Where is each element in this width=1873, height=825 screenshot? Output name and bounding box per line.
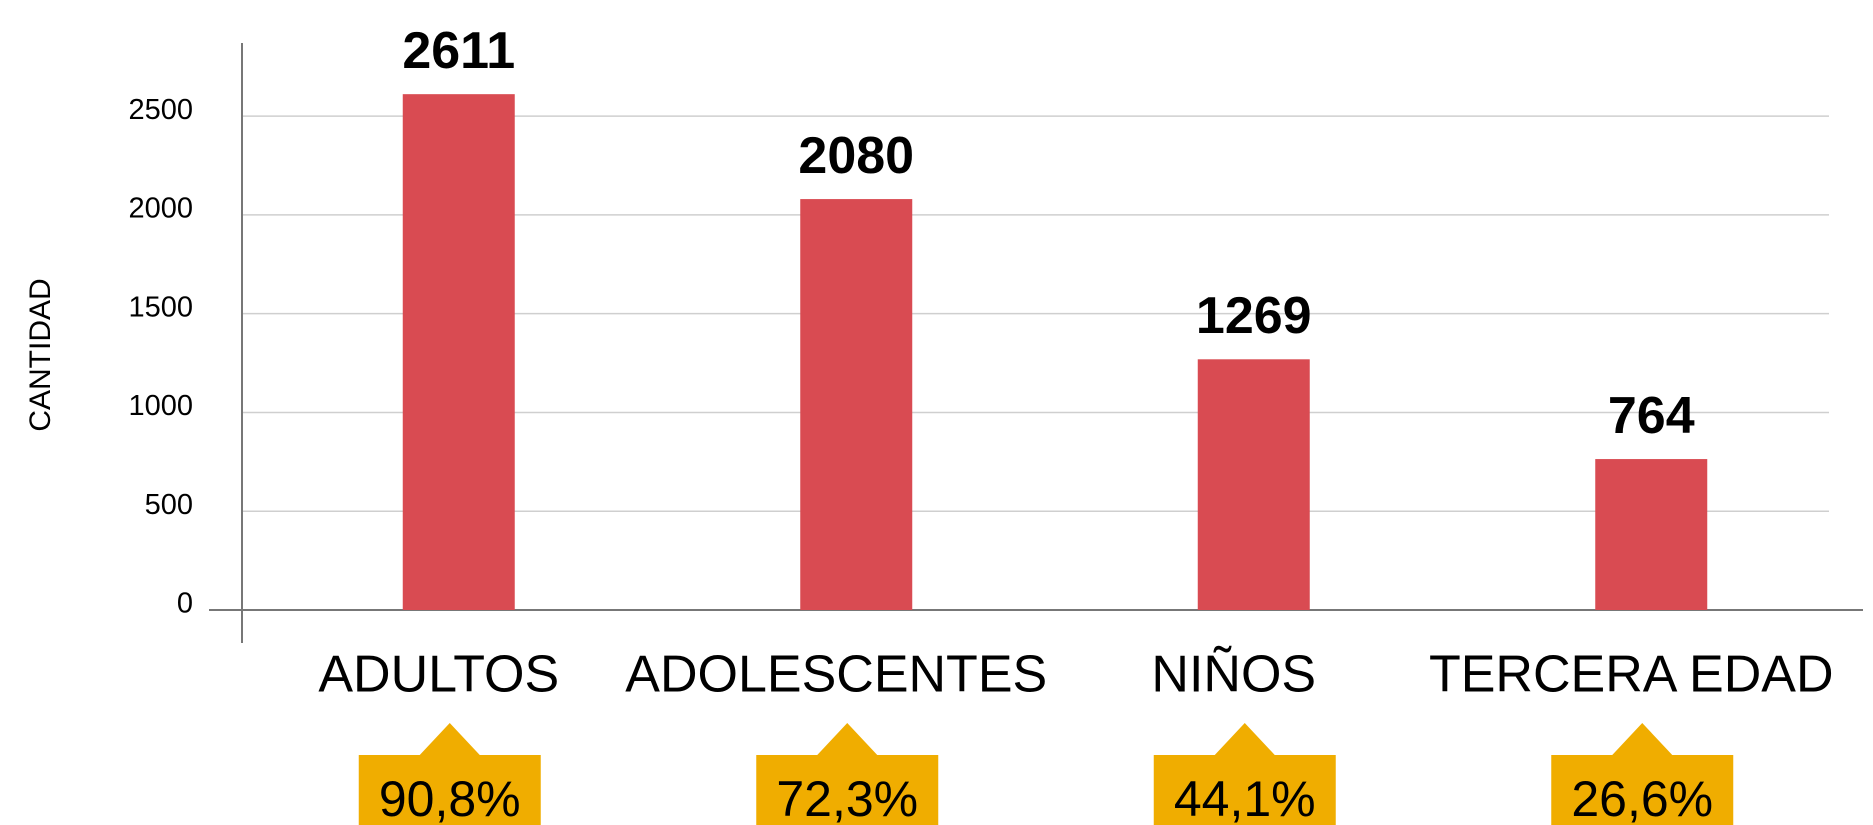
x-tick-label: ADOLESCENTES	[625, 646, 1047, 704]
value-label: 764	[1608, 387, 1695, 445]
x-tick-label: ADULTOS	[318, 646, 559, 704]
bar	[1595, 459, 1708, 610]
percent-label: 26,6%	[1571, 771, 1713, 825]
value-label: 2611	[402, 22, 515, 80]
percent-box	[756, 723, 939, 825]
x-tick-label: TERCERA EDAD	[1429, 646, 1834, 704]
bar	[1197, 359, 1310, 610]
bar	[800, 199, 913, 610]
y-tick-label: 2000	[128, 193, 193, 225]
y-tick-label: 1500	[128, 291, 193, 323]
bar	[402, 94, 515, 611]
y-tick-label: 2500	[128, 94, 193, 126]
percent-box	[358, 723, 541, 825]
value-label: 1269	[1196, 287, 1312, 345]
x-tick-label: NIÑOS	[1151, 646, 1316, 704]
percent-label: 90,8%	[379, 771, 521, 825]
percent-box	[1153, 723, 1336, 825]
percent-label: 72,3%	[776, 771, 918, 825]
percent-box	[1551, 723, 1734, 825]
y-axis-label: CANTIDAD	[24, 278, 57, 431]
y-tick-label: 1000	[128, 390, 193, 422]
y-tick-label: 500	[145, 489, 193, 521]
y-tick-label: 0	[177, 588, 193, 620]
value-label: 2080	[798, 127, 914, 185]
percent-label: 44,1%	[1174, 771, 1316, 825]
